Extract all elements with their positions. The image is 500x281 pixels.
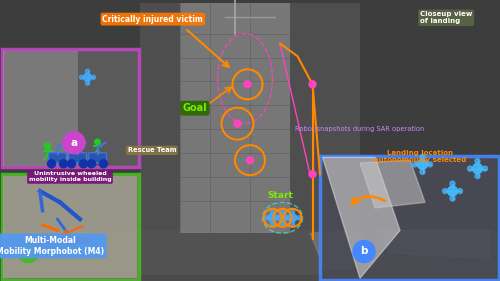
Circle shape xyxy=(92,75,96,79)
Text: b: b xyxy=(360,246,368,257)
Circle shape xyxy=(270,210,274,214)
Circle shape xyxy=(412,162,418,167)
Circle shape xyxy=(84,73,92,81)
Circle shape xyxy=(482,166,488,171)
Circle shape xyxy=(290,210,294,214)
Circle shape xyxy=(60,160,68,168)
Circle shape xyxy=(48,160,56,168)
FancyBboxPatch shape xyxy=(180,3,290,233)
FancyBboxPatch shape xyxy=(2,49,139,167)
Circle shape xyxy=(276,216,280,220)
FancyBboxPatch shape xyxy=(2,174,139,280)
Circle shape xyxy=(420,154,425,159)
Polygon shape xyxy=(375,230,490,259)
Circle shape xyxy=(86,69,89,73)
Circle shape xyxy=(448,186,458,196)
Text: Robot snapshots during SAR operation: Robot snapshots during SAR operation xyxy=(296,126,424,132)
FancyBboxPatch shape xyxy=(32,237,88,244)
Circle shape xyxy=(18,241,40,262)
Circle shape xyxy=(418,159,428,169)
Text: Unintrusive wheeled
mobility inside building: Unintrusive wheeled mobility inside buil… xyxy=(28,171,112,182)
FancyBboxPatch shape xyxy=(3,176,137,278)
Circle shape xyxy=(280,210,284,214)
Circle shape xyxy=(278,214,286,222)
Circle shape xyxy=(63,132,85,154)
Text: Critically injured victim: Critically injured victim xyxy=(102,15,203,24)
Circle shape xyxy=(458,189,462,194)
Text: a: a xyxy=(70,138,78,148)
Circle shape xyxy=(95,139,100,145)
Circle shape xyxy=(286,216,290,220)
Circle shape xyxy=(244,81,251,88)
Circle shape xyxy=(80,160,88,168)
Circle shape xyxy=(442,189,448,194)
Circle shape xyxy=(274,216,278,220)
Circle shape xyxy=(246,157,254,164)
FancyBboxPatch shape xyxy=(88,153,106,163)
Circle shape xyxy=(100,160,108,168)
Circle shape xyxy=(68,160,76,168)
FancyBboxPatch shape xyxy=(140,3,360,275)
FancyBboxPatch shape xyxy=(320,156,498,280)
Circle shape xyxy=(428,162,432,167)
Text: Landing location
autonomously selected: Landing location autonomously selected xyxy=(374,150,466,163)
Text: Goal: Goal xyxy=(182,103,207,113)
FancyBboxPatch shape xyxy=(68,153,86,163)
Text: Closeup view
of landing: Closeup view of landing xyxy=(420,11,472,24)
FancyBboxPatch shape xyxy=(48,153,66,163)
Circle shape xyxy=(80,75,84,79)
FancyBboxPatch shape xyxy=(3,51,78,166)
Polygon shape xyxy=(322,157,400,278)
Circle shape xyxy=(468,166,472,171)
Circle shape xyxy=(475,174,480,179)
Text: Multi-Modal
Mobility Morphobot (M4): Multi-Modal Mobility Morphobot (M4) xyxy=(0,236,104,256)
Circle shape xyxy=(290,222,294,226)
Circle shape xyxy=(268,214,276,222)
Circle shape xyxy=(309,81,316,88)
Text: Start: Start xyxy=(268,191,293,200)
Circle shape xyxy=(296,216,300,220)
Circle shape xyxy=(44,143,51,149)
Circle shape xyxy=(353,241,375,262)
Circle shape xyxy=(472,164,482,174)
Circle shape xyxy=(450,181,455,186)
Circle shape xyxy=(280,222,284,226)
Polygon shape xyxy=(310,230,375,270)
Circle shape xyxy=(420,169,425,175)
Circle shape xyxy=(475,158,480,164)
Circle shape xyxy=(309,171,316,178)
Circle shape xyxy=(450,196,455,201)
Text: Rescue Team: Rescue Team xyxy=(128,147,176,153)
Circle shape xyxy=(284,216,288,220)
Circle shape xyxy=(270,222,274,226)
Circle shape xyxy=(288,214,296,222)
Circle shape xyxy=(234,120,241,127)
Circle shape xyxy=(88,160,96,168)
Circle shape xyxy=(86,81,89,85)
Text: c: c xyxy=(26,246,32,257)
Polygon shape xyxy=(360,160,425,208)
FancyBboxPatch shape xyxy=(0,230,500,281)
Circle shape xyxy=(264,216,268,220)
